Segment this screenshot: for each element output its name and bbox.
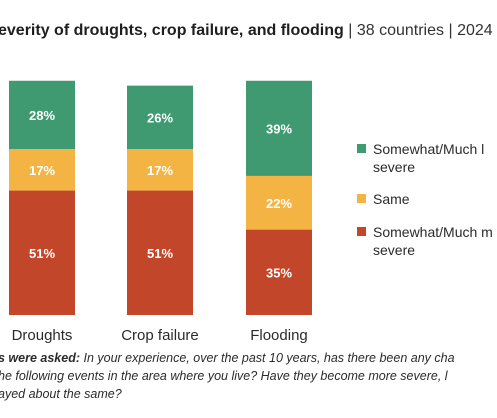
bar-segment-less-severe-droughts bbox=[9, 80, 75, 150]
data-label-less-severe-flooding: 39% bbox=[266, 121, 292, 136]
chart-legend: Somewhat/Much l severe Same Somewhat/Muc… bbox=[357, 140, 497, 259]
legend-item-more-severe: Somewhat/Much m severe bbox=[357, 223, 497, 259]
legend-label-more-severe-line1: Somewhat/Much m bbox=[373, 224, 493, 240]
question-lead: s were asked: bbox=[0, 351, 80, 365]
question-line-1: s were asked: In your experience, over t… bbox=[0, 349, 497, 367]
data-label-less-severe-crop-failure: 26% bbox=[147, 110, 173, 125]
question-line-2: he following events in the area where yo… bbox=[0, 369, 448, 383]
legend-item-less-severe: Somewhat/Much l severe bbox=[357, 140, 497, 176]
bar-segment-same-flooding bbox=[246, 175, 312, 230]
title-countries: 38 countries bbox=[356, 22, 445, 39]
title-main: everity of droughts, crop failure, and f… bbox=[0, 22, 344, 39]
data-label-same-crop-failure: 17% bbox=[147, 163, 173, 178]
data-label-same-droughts: 17% bbox=[29, 163, 55, 178]
title-separator: | bbox=[343, 22, 357, 39]
bar-segment-same-droughts bbox=[9, 149, 75, 191]
bar-segment-more-severe-flooding bbox=[246, 229, 312, 315]
bar-segment-less-severe-flooding bbox=[246, 80, 312, 176]
bar-segment-less-severe-crop-failure bbox=[127, 85, 193, 150]
data-label-more-severe-crop-failure: 51% bbox=[147, 246, 173, 261]
bar-segment-more-severe-droughts bbox=[9, 190, 75, 315]
legend-swatch-same bbox=[357, 194, 366, 203]
data-label-same-flooding: 22% bbox=[266, 196, 292, 211]
legend-swatch-less-severe bbox=[357, 144, 366, 153]
bar-segment-same-crop-failure bbox=[127, 149, 193, 191]
title-year: 2024 bbox=[457, 22, 493, 39]
survey-question: s were asked: In your experience, over t… bbox=[0, 349, 497, 403]
legend-label-less-severe-line2: severe bbox=[373, 159, 416, 175]
chart-title: everity of droughts, crop failure, and f… bbox=[0, 20, 493, 42]
bar-segment-more-severe-crop-failure bbox=[127, 190, 193, 315]
data-label-less-severe-droughts: 28% bbox=[29, 108, 55, 123]
legend-swatch-more-severe bbox=[357, 227, 366, 236]
question-text-1: In your experience, over the past 10 yea… bbox=[80, 351, 455, 365]
category-label-flooding: Flooding bbox=[250, 327, 308, 344]
data-label-more-severe-flooding: 35% bbox=[266, 265, 292, 280]
legend-label-same: Same bbox=[373, 191, 410, 207]
legend-label-less-severe-line1: Somewhat/Much l bbox=[373, 141, 485, 157]
category-label-crop-failure: Crop failure bbox=[121, 327, 199, 344]
category-label-droughts: Droughts bbox=[12, 327, 73, 344]
question-line-3: ayed about the same? bbox=[0, 387, 122, 401]
legend-item-same: Same bbox=[357, 190, 497, 208]
legend-label-more-severe-line2: severe bbox=[373, 242, 416, 258]
data-label-more-severe-droughts: 51% bbox=[29, 246, 55, 261]
title-separator: | bbox=[444, 22, 458, 39]
